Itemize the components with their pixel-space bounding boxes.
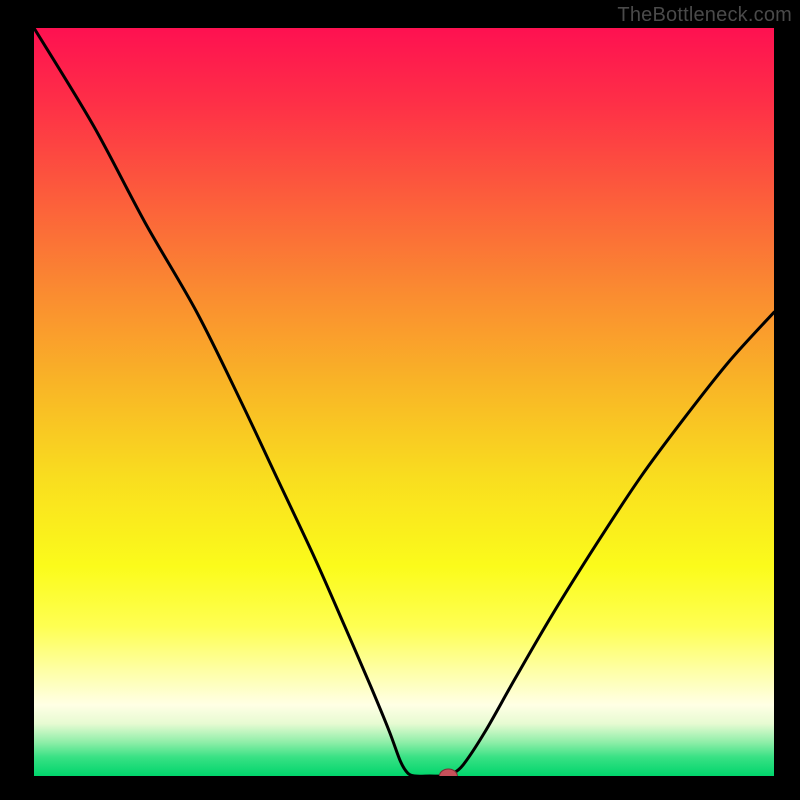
chart-container: TheBottleneck.com (0, 0, 800, 800)
watermark-text: TheBottleneck.com (617, 4, 792, 27)
bottleneck-chart (0, 0, 800, 800)
plot-background (34, 28, 774, 776)
